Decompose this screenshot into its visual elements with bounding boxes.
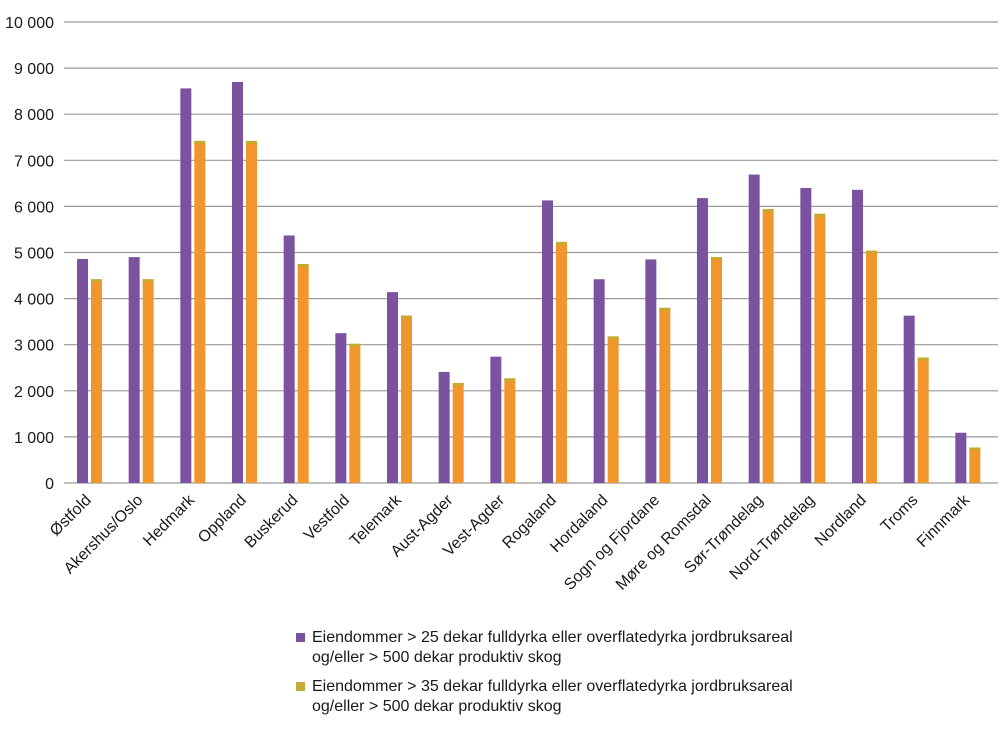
y-tick-label: 3 000 (14, 338, 54, 355)
gridlines (64, 21, 998, 484)
y-tick-label: 5 000 (14, 246, 54, 263)
x-tick-label: Møre og Romsdal (613, 492, 715, 594)
bar-top-edge (246, 140, 257, 144)
bar-series-2 (504, 378, 516, 483)
bar-series-2 (866, 250, 877, 483)
bar-series-1 (748, 174, 760, 483)
bar-series-1 (335, 333, 347, 483)
y-tick-label: 0 (45, 476, 54, 493)
legend-label-series-1: Eiendommer > 25 dekar fulldyrka eller ov… (312, 629, 793, 666)
bar-series-1 (438, 371, 450, 483)
bar-top-edge (91, 279, 102, 283)
bar-series-2 (762, 209, 774, 483)
bar-series-2 (814, 213, 826, 483)
bar-top-edge (556, 241, 567, 245)
bar-top-edge (607, 336, 619, 340)
bar-series-2 (91, 279, 102, 483)
bar-top-edge (194, 140, 206, 144)
y-tick-label: 4 000 (14, 292, 54, 309)
bar-series-1 (800, 187, 812, 483)
bar-series-1 (955, 432, 967, 483)
bar-series-1 (697, 198, 708, 484)
legend: Eiendommer > 25 dekar fulldyrka eller ov… (296, 628, 856, 726)
bar-series-1 (593, 279, 605, 483)
bar-top-edge (142, 279, 154, 283)
bar-series-2 (607, 336, 619, 483)
bar-series-1 (645, 259, 657, 483)
bar-top-edge (504, 378, 516, 382)
x-tick-label: Hedmark (140, 491, 199, 550)
bar-top-edge (814, 213, 826, 217)
legend-item-series-1: Eiendommer > 25 dekar fulldyrka eller ov… (296, 628, 856, 668)
bar-series-2 (917, 357, 929, 483)
bar-series-1 (387, 292, 398, 483)
y-tick-label: 9 000 (14, 61, 54, 78)
bar-series-2 (969, 447, 981, 483)
x-axis-labels: ØstfoldAkershus/OsloHedmarkOpplandBusker… (47, 491, 974, 594)
bar-series-1 (128, 257, 140, 483)
legend-swatch-series-1 (296, 633, 305, 642)
y-tick-label: 2 000 (14, 384, 54, 401)
x-tick-label: Sogn og Fjordane (561, 492, 663, 594)
bar-top-edge (452, 382, 464, 386)
y-axis-ticks: 0 1 000 2 000 3 000 4 000 5 000 6 000 7 000 8 00… (5, 15, 54, 493)
bar-series-2 (659, 307, 671, 483)
bar-series-2 (349, 343, 361, 483)
bar-series-1 (852, 189, 863, 483)
bar-series-1 (903, 315, 915, 483)
bar-series-2 (711, 257, 722, 483)
bar-series-2 (246, 140, 257, 484)
legend-item-series-2: Eiendommer > 35 dekar fulldyrka eller ov… (296, 677, 856, 717)
x-tick-label: Troms (878, 492, 922, 536)
bar-series-2 (556, 241, 567, 483)
bar-top-edge (297, 264, 309, 268)
bar-series-1 (490, 356, 502, 483)
x-tick-label: Buskerud (242, 492, 302, 552)
x-tick-label: Nordland (812, 492, 870, 550)
bar-top-edge (762, 209, 774, 213)
bar-series-1 (542, 200, 553, 484)
bar-top-edge (866, 250, 877, 254)
bar-series-2 (142, 279, 154, 483)
y-tick-label: 10 000 (5, 15, 54, 32)
y-tick-label: 1 000 (14, 430, 54, 447)
y-tick-label: 8 000 (14, 107, 54, 124)
bar-top-edge (349, 343, 361, 347)
bar-series-1 (77, 258, 88, 483)
bar-series-1 (180, 88, 192, 483)
bar-top-edge (917, 357, 929, 361)
x-tick-label: Østfold (47, 492, 95, 540)
legend-swatch-series-2 (296, 682, 305, 691)
x-tick-label: Finnmark (914, 491, 974, 551)
bar-top-edge (401, 315, 412, 319)
legend-label-series-2: Eiendommer > 35 dekar fulldyrka eller ov… (312, 678, 793, 715)
bar-series-1 (283, 235, 295, 483)
bars (77, 81, 981, 484)
bar-top-edge (659, 307, 671, 311)
bar-series-2 (452, 382, 464, 483)
y-tick-label: 7 000 (14, 153, 54, 170)
bar-top-edge (711, 257, 722, 261)
bar-series-1 (232, 81, 243, 484)
bar-top-edge (969, 447, 981, 451)
bar-series-2 (297, 264, 309, 483)
bar-series-2 (401, 315, 412, 483)
y-tick-label: 6 000 (14, 199, 54, 216)
x-tick-label: Vestfold (301, 492, 353, 544)
bar-series-2 (194, 140, 206, 484)
